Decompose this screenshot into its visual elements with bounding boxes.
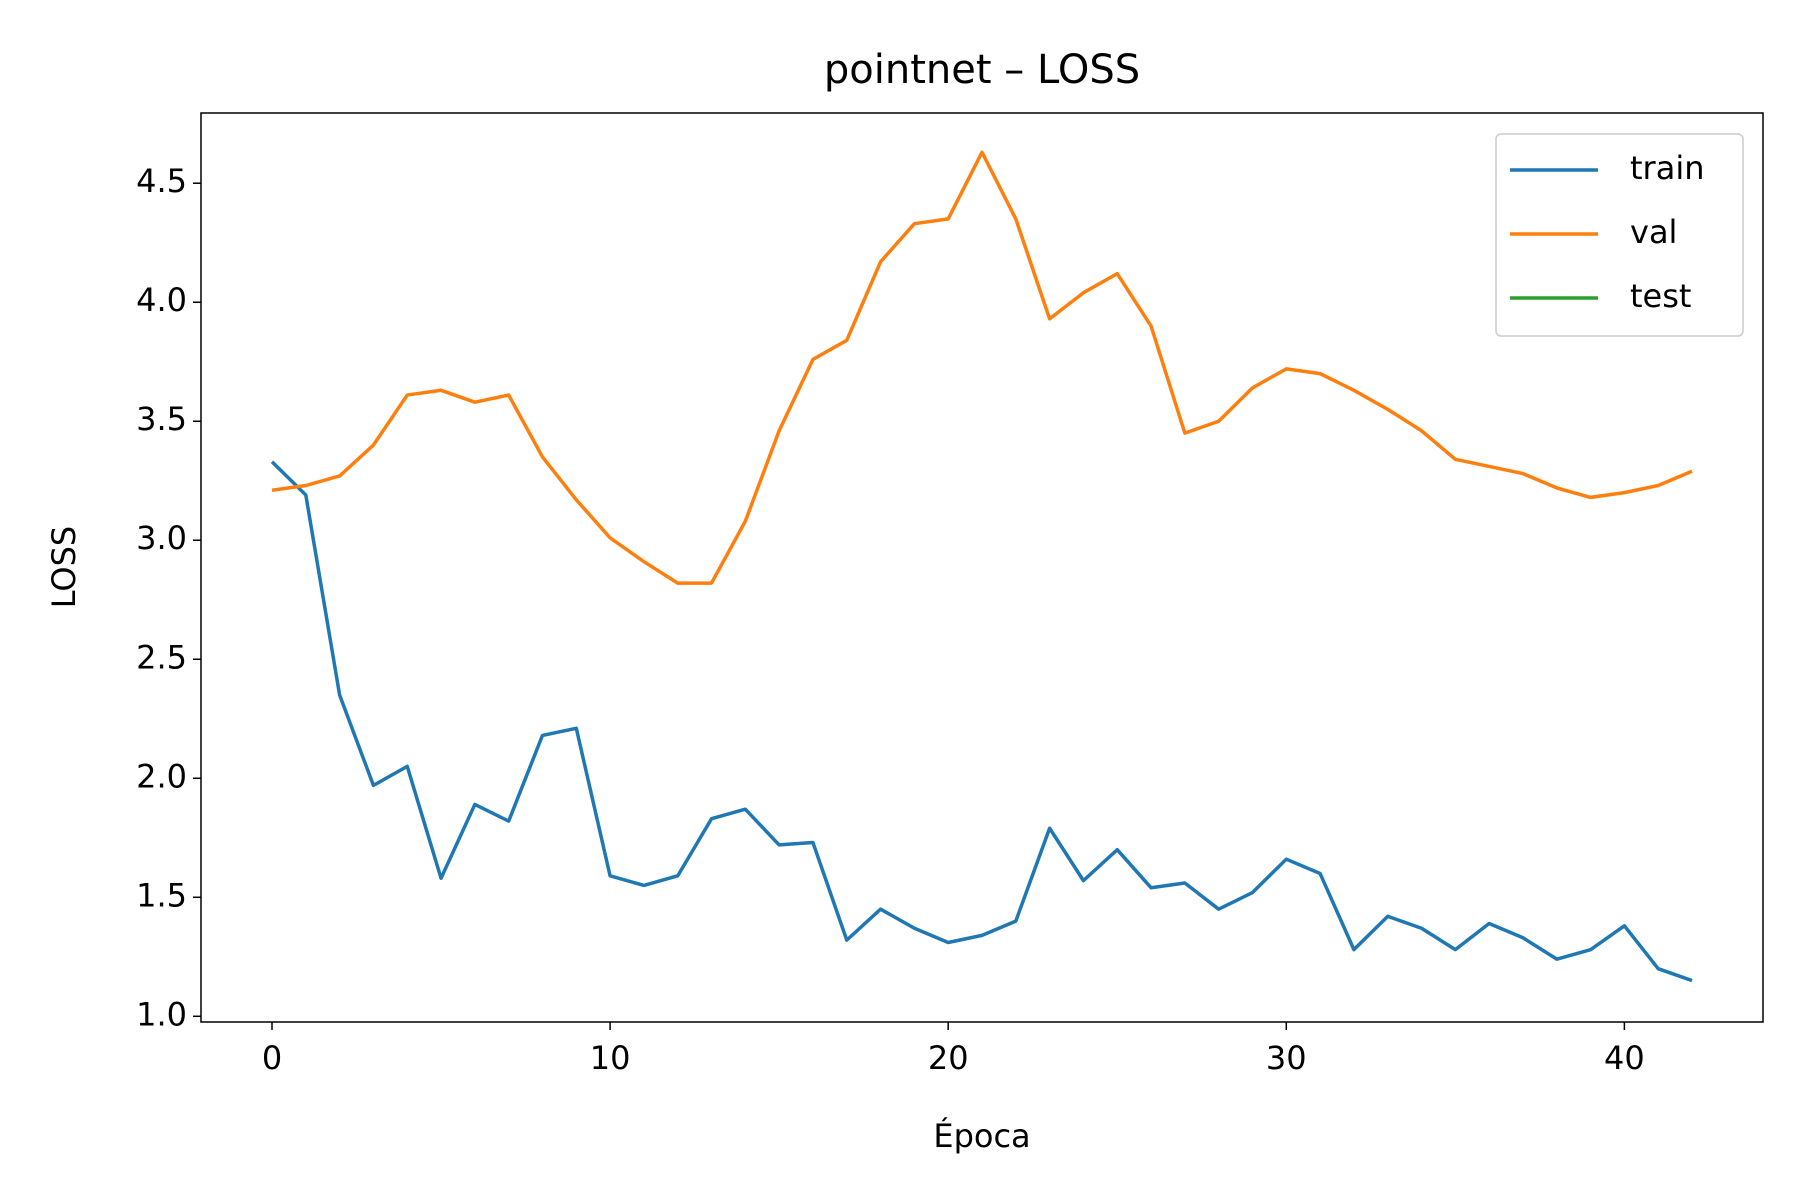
line-series	[270, 460, 1693, 983]
legend-label: val	[1630, 213, 1677, 251]
x-tick-label: 0	[262, 1039, 282, 1077]
legend: train val test	[1495, 133, 1744, 337]
y-axis-label: LOSS	[45, 526, 83, 609]
y-tick-label: 1.0	[136, 995, 187, 1033]
line-series	[271, 150, 1693, 585]
x-tick-label: 10	[590, 1039, 631, 1077]
y-tick-label: 2.0	[136, 757, 187, 795]
y-tick-label: 3.5	[136, 400, 187, 438]
chart-title: pointnet – LOSS	[824, 47, 1140, 93]
y-tick-label: 3.0	[136, 519, 187, 557]
y-tick-label: 2.5	[136, 638, 187, 676]
x-axis-label: Época	[933, 1117, 1030, 1155]
x-tick-label: 30	[1266, 1039, 1307, 1077]
plot-frame	[200, 112, 1764, 1023]
x-tick-label: 40	[1604, 1039, 1645, 1077]
legend-box	[1495, 133, 1744, 337]
x-tick-label: 20	[928, 1039, 969, 1077]
legend-label: test	[1630, 277, 1691, 315]
legend-label: train	[1630, 149, 1704, 187]
y-tick-label: 1.5	[136, 876, 187, 914]
y-tick-label: 4.0	[136, 281, 187, 319]
y-tick-label: 4.5	[136, 162, 187, 200]
